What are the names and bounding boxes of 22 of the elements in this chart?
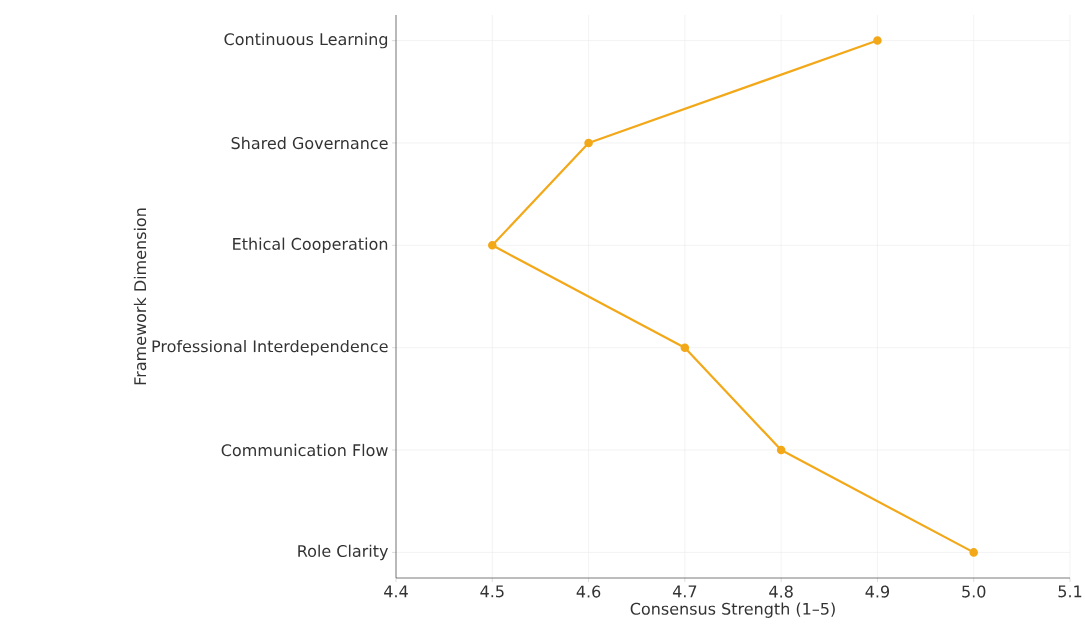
point [873, 36, 882, 45]
x-axis-title: Consensus Strength (1–5) [630, 602, 835, 618]
y-tick-label: Ethical Cooperation [233, 237, 388, 254]
y-tick-label: Continuous Learning [224, 32, 388, 49]
x-tick-label: 5.1 [1058, 585, 1082, 598]
y-tick-label: Professional Interdependence [152, 339, 388, 356]
x-tick-label: 4.9 [865, 585, 890, 598]
y-axis-title: Framework Dimension [133, 208, 147, 385]
y-tick-label: Communication Flow [221, 443, 388, 457]
point [680, 343, 690, 352]
x-tick-label: 4.6 [576, 585, 601, 598]
x-tick-label: 4.4 [384, 585, 408, 598]
point [969, 548, 979, 557]
point [488, 241, 497, 250]
x-tick-label: 4.7 [672, 585, 697, 598]
point [776, 445, 786, 455]
point [584, 138, 593, 148]
x-tick-label: 4.5 [480, 585, 504, 598]
y-tick-label: Role Clarity [298, 544, 388, 561]
x-tick-label: 4.8 [769, 585, 793, 598]
x-tick-label: 5.0 [962, 585, 986, 598]
y-tick-label: Shared Governance [231, 136, 388, 150]
